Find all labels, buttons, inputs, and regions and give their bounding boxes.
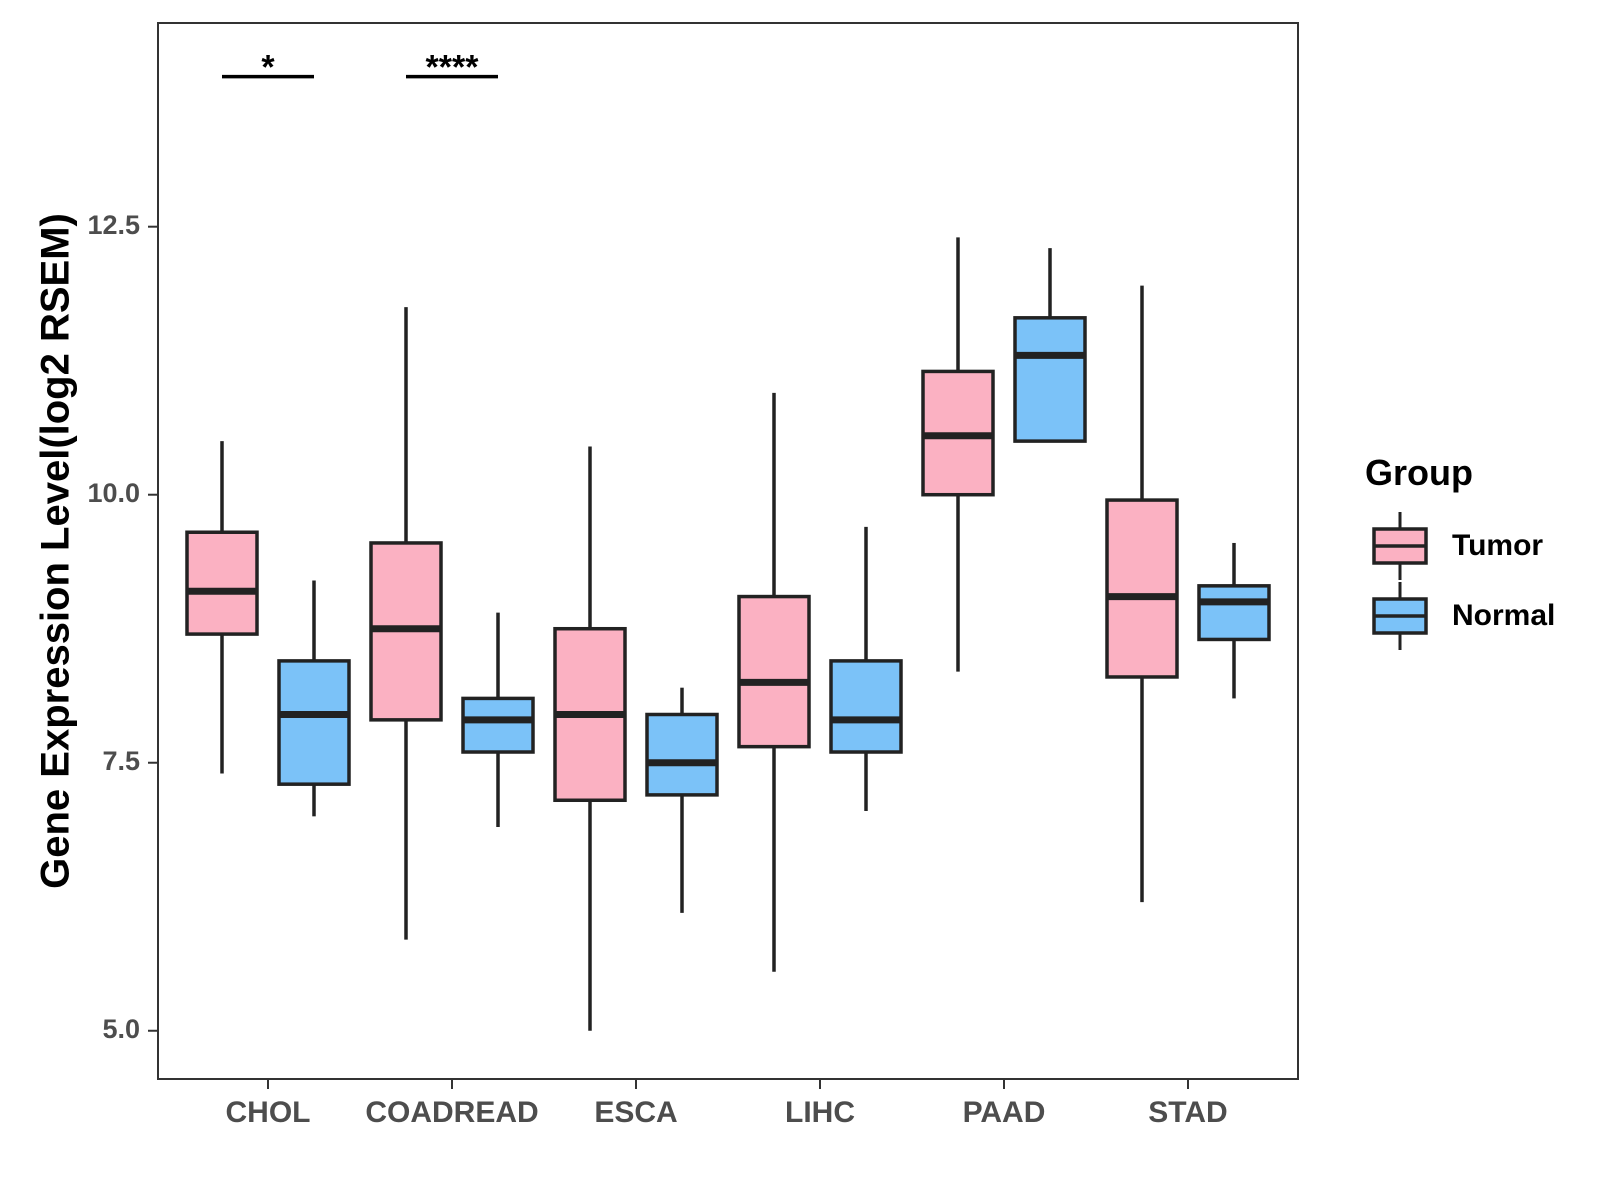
significance-stars: **** — [426, 49, 480, 87]
x-tick-label: STAD — [1148, 1096, 1227, 1129]
box-tumor-lihc — [737, 392, 811, 972]
box-normal-paad — [1013, 248, 1087, 443]
box-body — [1105, 498, 1179, 679]
legend-title: Group — [1365, 452, 1473, 493]
y-tick-label: 7.5 — [102, 746, 140, 776]
significance-stars: * — [261, 49, 275, 87]
legend-label: Tumor — [1452, 529, 1543, 562]
box-body — [645, 712, 719, 797]
legend-label: Normal — [1452, 599, 1555, 632]
plot-panel-border — [157, 22, 1299, 1080]
legend: Group Tumor Normal — [1365, 452, 1555, 650]
x-tick-label: PAAD — [963, 1096, 1046, 1129]
x-tick-label: CHOL — [226, 1096, 311, 1129]
y-tick-label: 12.5 — [87, 210, 140, 240]
box-tumor-paad — [921, 237, 995, 672]
box-body — [277, 659, 351, 786]
box-normal-esca — [645, 687, 719, 913]
x-axis: CHOL COADREAD ESCA LIHC PAAD STAD — [226, 1079, 1228, 1129]
box-body — [1013, 316, 1087, 443]
box-body — [1197, 584, 1271, 642]
chart-marks — [185, 237, 1271, 1031]
y-tick-label: 10.0 — [87, 478, 140, 508]
box-body — [461, 696, 535, 754]
box-body — [737, 594, 811, 749]
box-normal-chol — [277, 580, 351, 817]
box-tumor-stad — [1105, 285, 1179, 903]
box-tumor-esca — [553, 446, 627, 1031]
x-tick-label: COADREAD — [365, 1096, 538, 1129]
box-normal-coadread — [461, 612, 535, 828]
box-body — [185, 530, 259, 636]
x-tick-label: LIHC — [785, 1096, 855, 1129]
y-axis-label: Gene Expression Level(log2 RSEM) — [34, 213, 78, 889]
y-tick-label: 5.0 — [102, 1014, 140, 1044]
legend-item-normal: Normal — [1372, 582, 1555, 650]
legend-item-tumor: Tumor — [1372, 512, 1543, 580]
box-body — [829, 659, 903, 754]
box-tumor-chol — [185, 441, 259, 774]
significance-annotations: * **** — [222, 49, 498, 87]
y-axis: 5.0 7.5 10.0 12.5 — [87, 210, 158, 1044]
box-tumor-coadread — [369, 307, 443, 940]
box-normal-stad — [1197, 542, 1271, 699]
x-tick-label: ESCA — [594, 1096, 677, 1129]
box-normal-lihc — [829, 526, 903, 811]
